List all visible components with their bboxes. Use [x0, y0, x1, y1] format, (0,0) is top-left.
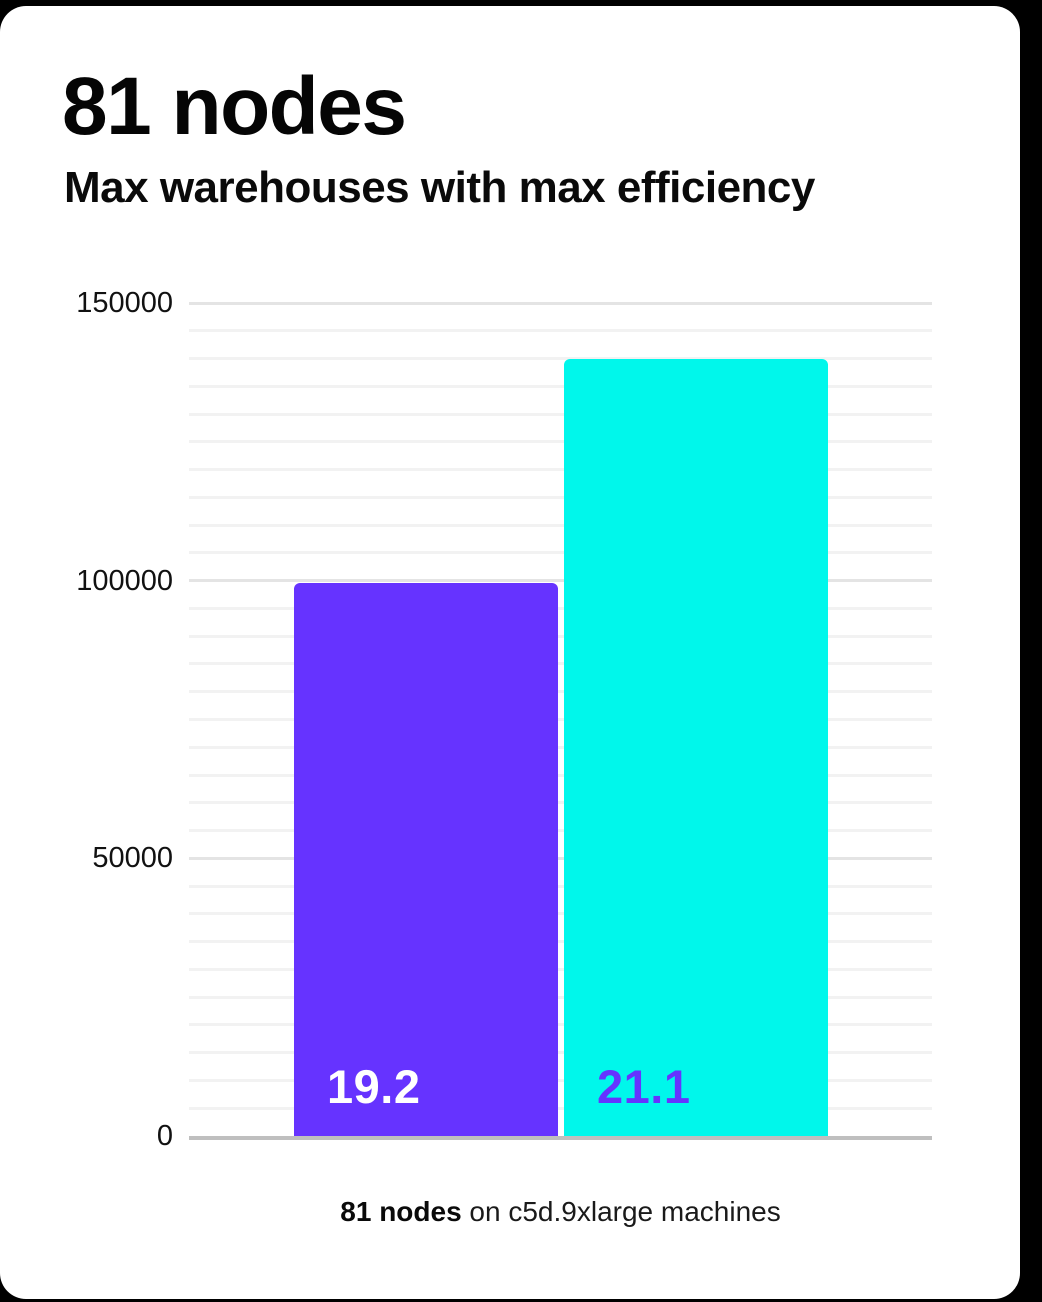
major-gridline: [189, 856, 932, 860]
minor-gridline: [189, 662, 932, 666]
minor-gridline: [189, 523, 932, 527]
minor-gridline: [189, 940, 932, 944]
minor-gridline: [189, 690, 932, 694]
chart-caption: 81 nodes on c5d.9xlarge machines: [189, 1196, 932, 1228]
x-axis-baseline: [189, 1136, 932, 1140]
minor-gridline: [189, 1023, 932, 1027]
minor-gridline: [189, 1106, 932, 1110]
minor-gridline: [189, 912, 932, 916]
minor-gridline: [189, 468, 932, 472]
minor-gridline: [189, 495, 932, 499]
major-gridline: [189, 579, 932, 583]
bar-19.2: 19.2: [294, 583, 558, 1136]
minor-gridline: [189, 1078, 932, 1082]
minor-gridline: [189, 1051, 932, 1055]
major-gridline: [189, 301, 932, 305]
minor-gridline: [189, 995, 932, 999]
bar-label-21.1: 21.1: [597, 1060, 691, 1113]
y-axis-tick-label: 150000: [76, 287, 173, 319]
minor-gridline: [189, 745, 932, 749]
y-axis-tick-label: 100000: [76, 564, 173, 597]
minor-gridline: [189, 384, 932, 388]
minor-gridline: [189, 634, 932, 638]
y-axis-tick-label: 0: [156, 1120, 173, 1152]
minor-gridline: [189, 357, 932, 361]
minor-gridline: [189, 440, 932, 444]
page-subtitle: Max warehouses with max efficiency: [64, 163, 815, 212]
caption-regular-text: on c5d.9xlarge machines: [461, 1196, 781, 1227]
minor-gridline: [189, 606, 932, 610]
minor-gridline: [189, 773, 932, 777]
minor-gridline: [189, 884, 932, 888]
minor-gridline: [189, 718, 932, 721]
minor-gridline: [189, 967, 932, 971]
bar-21.1: 21.1: [564, 358, 828, 1136]
minor-gridline: [189, 551, 932, 555]
minor-gridline: [189, 329, 932, 333]
minor-gridline: [189, 829, 932, 833]
minor-gridline: [189, 801, 932, 805]
bar-chart: 0 50000 100000 150000 19.2 21.1: [76, 287, 932, 1152]
minor-gridline: [189, 412, 932, 416]
caption-bold-text: 81 nodes: [340, 1196, 462, 1227]
chart-card: 81 nodes Max warehouses with max efficie…: [0, 6, 1020, 1299]
page-title: 81 nodes: [62, 61, 407, 152]
bar-label-19.2: 19.2: [327, 1060, 421, 1113]
y-axis-tick-label: 50000: [92, 842, 173, 875]
